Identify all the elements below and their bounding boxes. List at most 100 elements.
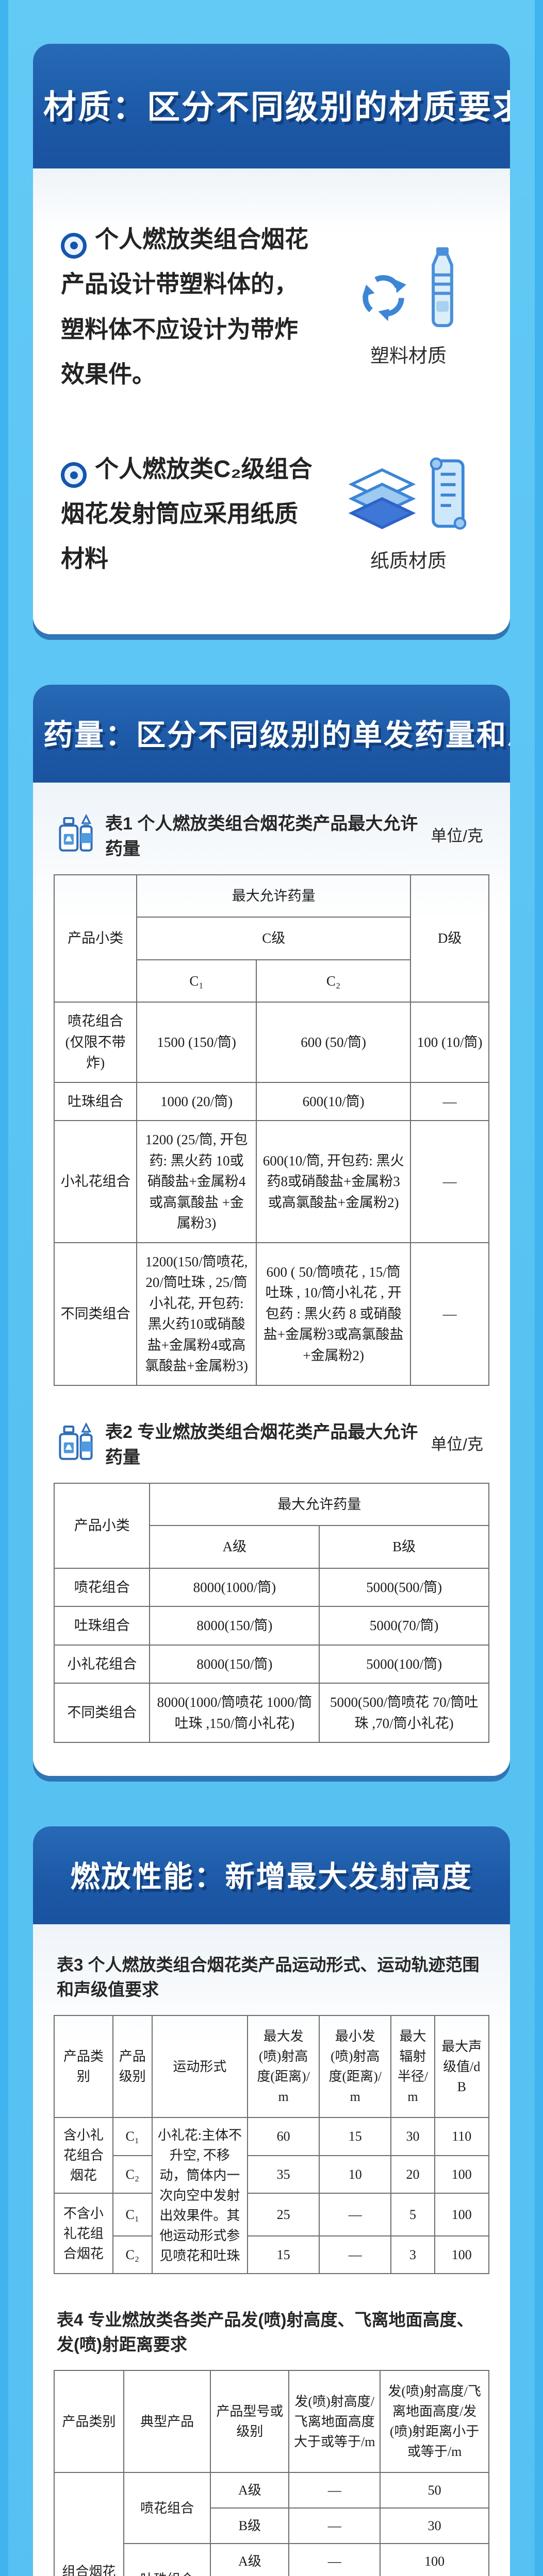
th-grade-c2: C₂	[255, 959, 412, 1003]
table2-title: 表2 专业燃放类组合烟花类产品最大允许药量	[105, 1422, 418, 1467]
th-height-ge: 发(喷)射高度/飞离地面高度大于或等于/m	[288, 2370, 381, 2473]
cell: 小礼花组合	[53, 1644, 151, 1684]
cell: 喷花组合	[53, 1567, 151, 1607]
cell: 50	[380, 2472, 489, 2509]
cell: 1200(150/筒喷花, 20/筒吐珠 , 25/筒小礼花, 开包药: 黑火药…	[136, 1242, 257, 1386]
cell: 600(10/筒)	[255, 1081, 412, 1122]
cell-product: 喷花组合	[123, 2472, 211, 2545]
table-row: 小礼花组合 8000(150/筒) 5000(100/筒)	[53, 1644, 489, 1684]
th-product-category: 产品类别	[54, 2370, 124, 2473]
table4-caption-row: 表4 专业燃放类各类产品发(喷)射高度、飞离地面高度、发(喷)射距离要求	[57, 2306, 486, 2355]
table-row: 喷花组合 8000(1000/筒) 5000(500/筒)	[53, 1567, 489, 1607]
table1-caption-row: 表1 个人燃放类组合烟花类产品最大允许药量 单位/克	[57, 809, 486, 860]
section-title: 燃放性能：新增最大发射高度	[70, 1860, 473, 1894]
cell: 100	[380, 2543, 489, 2576]
table4-title: 表4 专业燃放类各类产品发(喷)射高度、飞离地面高度、发(喷)射距离要求	[57, 2310, 474, 2354]
cell: 5000(500/筒喷花 70/筒吐珠 ,70/筒小礼花)	[319, 1683, 489, 1743]
th-height-le: 发(喷)射高度/飞离地面高度/发(喷)射距离小于或等于/m	[380, 2370, 489, 2473]
cell: 5000(500/筒)	[319, 1567, 489, 1607]
cell-product: 吐珠组合	[123, 2543, 211, 2576]
th-product-subclass: 产品小类	[53, 874, 138, 1003]
table3-caption-row: 表3 个人燃放类组合烟花类产品运动形式、运动轨迹范围和声级值要求	[57, 1951, 486, 2001]
section-launch-height: 燃放性能：新增最大发射高度 表3 个人燃放类组合烟花类产品运动形式、运动轨迹范围…	[33, 1826, 510, 2576]
cell: 8000(1000/筒喷花 1000/筒吐珠 ,150/筒小礼花)	[149, 1683, 320, 1743]
table-row: 吐珠组合 A级 — 100	[54, 2543, 489, 2576]
material-paper-figure: 纸质材质	[335, 455, 482, 573]
cell-category: 含小礼花组合烟花	[54, 2117, 113, 2194]
bullet-icon	[61, 232, 87, 259]
section-title: 药量：区分不同级别的单发药量和总药量	[43, 718, 510, 752]
cell: B级	[210, 2507, 290, 2545]
cell: 110	[434, 2117, 490, 2156]
cell: 8000(150/筒)	[149, 1644, 320, 1684]
th-typical-product: 典型产品	[123, 2370, 211, 2473]
section-charge-header: 药量：区分不同级别的单发药量和总药量	[33, 684, 510, 783]
material-row-paper: 个人燃放类C₂级组合烟花发射筒应采用纸质材料	[54, 422, 489, 606]
section-launch-height-body: 表3 个人燃放类组合烟花类产品运动形式、运动轨迹范围和声级值要求 产品类别 产品…	[33, 1924, 510, 2576]
cell: —	[288, 2472, 381, 2509]
cell: 25	[247, 2193, 320, 2236]
table-row: 吐珠组合 1000 (20/筒) 600(10/筒) —	[53, 1081, 489, 1122]
cell: 3	[390, 2235, 435, 2275]
table-row: 含小礼花组合烟花 C₁ 小礼花:主体不升空, 不移动，筒体内一次向空中发射出效果…	[54, 2117, 490, 2275]
section-title: 材质：区分不同级别的材质要求	[43, 89, 510, 126]
cell: A级	[210, 2543, 290, 2576]
th-product-subclass: 产品小类	[53, 1482, 151, 1569]
th-max-radius: 最大辐射半径/m	[390, 2015, 435, 2119]
table1-max-charge-personal: 产品小类 最大允许药量 D级 C级 C₁ C₂ 喷花组合(仅限不带炸) 1500…	[53, 874, 489, 1386]
th-product-category: 产品类别	[54, 2015, 113, 2119]
material-plastic-figure: 塑料材质	[335, 246, 482, 368]
table3-title: 表3 个人燃放类组合烟花类产品运动形式、运动轨迹范围和声级值要求	[57, 1955, 480, 1999]
table-row: C₂ 15 — 3 100	[54, 2235, 490, 2275]
table4-professional-height: 产品类别 典型产品 产品型号或级别 发(喷)射高度/飞离地面高度大于或等于/m …	[54, 2370, 489, 2576]
th-product-grade: 产品级别	[112, 2015, 153, 2119]
th-max-charge: 最大允许药量	[136, 874, 412, 918]
cell: 1500 (150/筒)	[136, 1002, 257, 1083]
cell: 30	[380, 2507, 489, 2545]
cell: 100	[434, 2193, 490, 2236]
plastic-bottle-icon	[421, 246, 464, 330]
cell: 100 (10/筒)	[410, 1002, 489, 1083]
table-row: 不同类组合 8000(1000/筒喷花 1000/筒吐珠 ,150/筒小礼花) …	[53, 1683, 489, 1743]
table3-personal-motion: 产品类别 产品级别 运动形式 最大发(喷)射高度(距离)/m 最小发(喷)射高度…	[54, 2015, 490, 2275]
material-row-plastic: 个人燃放类组合烟花产品设计带塑料体的，塑料体不应设计为带炸效果件。	[54, 192, 489, 422]
table-row: 吐珠组合 8000(150/筒) 5000(70/筒)	[53, 1606, 489, 1646]
cell-motion: 小礼花:主体不升空, 不移动，筒体内一次向空中发射出效果件。其他运动形式参见喷花…	[151, 2117, 249, 2275]
paper-stack-icon	[346, 465, 418, 535]
cell: 吐珠组合	[53, 1606, 151, 1646]
cell: 8000(150/筒)	[149, 1606, 320, 1646]
table2-unit: 单位/克	[431, 1435, 483, 1454]
cell: —	[288, 2507, 381, 2545]
cell: 10	[319, 2155, 392, 2194]
medicine-bottles-icon	[57, 1422, 95, 1463]
th-motion-form: 运动形式	[151, 2015, 249, 2119]
cell: 15	[247, 2235, 320, 2275]
cell: 1200 (25/筒, 开包药: 黑火药 10或硝酸盐+金属粉4或高氯酸盐 +金…	[136, 1120, 257, 1243]
table1-title: 表1 个人燃放类组合烟花类产品最大允许药量	[105, 814, 418, 859]
cell-category: 不含小礼花组合烟花	[54, 2193, 113, 2275]
material-paper-paragraph: 个人燃放类C₂级组合烟花发射筒应采用纸质材料	[61, 455, 312, 572]
cell: C₂	[112, 2235, 153, 2275]
material-plastic-label: 塑料材质	[370, 345, 447, 367]
cell: 600 ( 50/筒喷花 , 15/筒吐珠 , 10/筒小礼花 , 开包药 : …	[255, 1242, 412, 1386]
section-charge: 药量：区分不同级别的单发药量和总药量 表1 个人燃放类组合烟	[33, 684, 510, 1776]
section-material-header: 材质：区分不同级别的材质要求	[33, 44, 510, 168]
th-grade-a: A级	[149, 1525, 320, 1569]
cell: —	[319, 2193, 392, 2236]
table-row: 喷花组合(仅限不带炸) 1500 (150/筒) 600 (50/筒) 100 …	[53, 1002, 489, 1083]
th-max-sound: 最大声级值/dB	[434, 2015, 490, 2119]
th-grade-d: D级	[410, 874, 489, 1003]
cell: 8000(1000/筒)	[149, 1567, 320, 1607]
cell: 100	[434, 2155, 490, 2194]
section-material: 材质：区分不同级别的材质要求 个人燃放类组合烟花产品设计带塑料体的，塑料体不应设…	[33, 44, 510, 634]
material-paper-text: 个人燃放类C₂级组合烟花发射筒应采用纸质材料	[61, 447, 321, 582]
table-row: 不含小礼花组合烟花 C₁ 25 — 5 100	[54, 2193, 490, 2275]
table2-caption-row: 表2 专业燃放类组合烟花类产品最大允许药量 单位/克	[57, 1418, 486, 1468]
cell: 1000 (20/筒)	[136, 1081, 257, 1122]
table1-unit: 单位/克	[431, 827, 483, 845]
th-min-launch-height: 最小发(喷)射高度(距离)/m	[319, 2015, 392, 2119]
cell: 600(10/筒, 开包药: 黑火药8或硝酸盐+金属粉3或高氯酸盐+金属粉2)	[255, 1120, 412, 1243]
cell: —	[288, 2543, 381, 2576]
cell: —	[410, 1081, 489, 1122]
cell: —	[410, 1120, 489, 1243]
